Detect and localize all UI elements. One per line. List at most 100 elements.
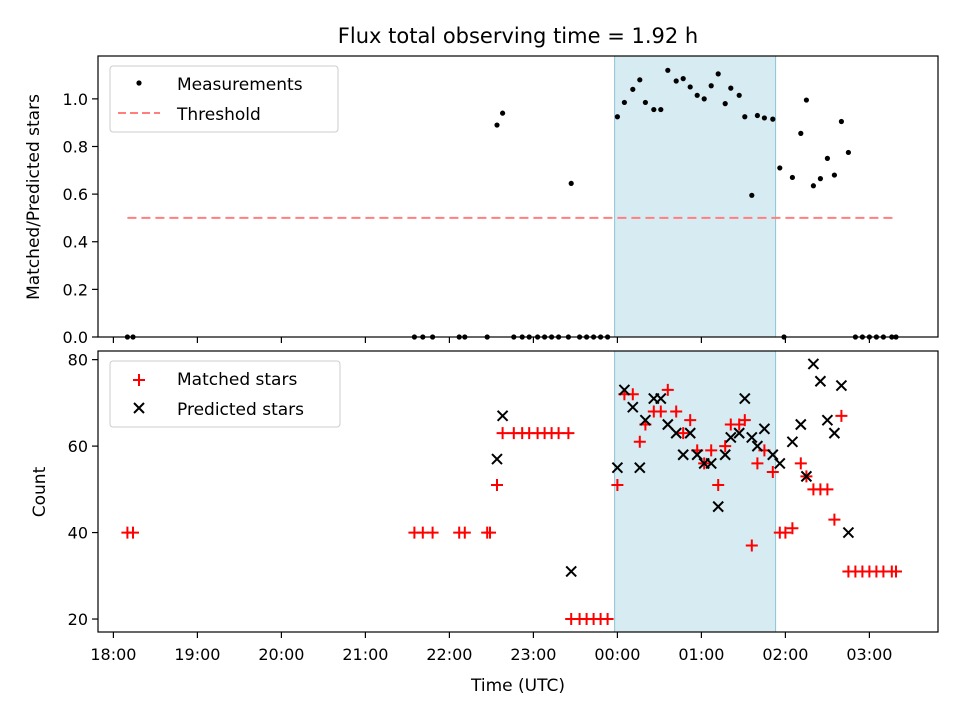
ratio-y-tick-label: 0.4: [63, 233, 88, 252]
predicted-star-point: [565, 565, 577, 578]
measurement-point: [701, 96, 707, 102]
matched-star-point: [458, 526, 471, 539]
ratio-panel-frame: [97, 55, 939, 338]
measurement-point: [777, 165, 783, 171]
predicted-star-point: [691, 449, 703, 461]
predicted-star-point: [733, 427, 745, 439]
measurement-point: [803, 97, 810, 103]
measurement-point: [665, 67, 671, 73]
matched-star-point: [738, 414, 751, 427]
matched-star-point: [654, 405, 667, 418]
measurement-point: [831, 172, 838, 178]
predicted-star-point: [751, 440, 764, 452]
measurement-point: [736, 92, 742, 98]
matched-star-point: [835, 409, 848, 422]
count-y-tick-label: 60: [68, 437, 88, 456]
measurement-point: [715, 71, 721, 77]
matched-star-point: [794, 457, 807, 470]
legend-measurements-marker: [136, 80, 142, 86]
measurement-point: [642, 99, 649, 106]
x-tick-label: 23:00: [510, 645, 556, 664]
predicted-star-point: [712, 500, 724, 513]
matched-star-point: [670, 405, 683, 418]
matched-star-point: [890, 565, 902, 578]
matched-star-point: [633, 435, 646, 448]
predicted-star-point: [814, 375, 827, 387]
matched-star-point: [779, 526, 792, 539]
measurement-point: [789, 174, 796, 181]
matched-star-point: [426, 526, 439, 539]
matched-star-point: [719, 440, 732, 453]
predicted-star-point: [491, 453, 503, 465]
x-tick-label: 01:00: [678, 645, 724, 664]
predicted-star-point: [842, 526, 855, 539]
predicted-star-point: [662, 418, 674, 431]
measurement-point: [637, 77, 643, 83]
measurement-point: [754, 112, 761, 119]
matched-star-point: [821, 483, 834, 496]
matched-star-point: [661, 383, 674, 396]
measurement-point: [494, 122, 500, 128]
matched-star-point: [611, 479, 624, 492]
count-y-tick-label: 40: [68, 524, 88, 543]
count-panel-frame: [97, 350, 939, 633]
predicted-star-point: [627, 401, 639, 413]
predicted-star-point: [800, 470, 813, 483]
x-tick-label: 18:00: [90, 645, 136, 664]
predicted-star-point: [786, 436, 799, 448]
measurement-point: [824, 155, 831, 161]
matched-star-point: [677, 427, 690, 440]
ratio-observing-window-shade: [614, 56, 776, 337]
x-tick-label: 21:00: [342, 645, 388, 664]
x-axis-label: Time (UTC): [470, 676, 565, 696]
predicted-star-point: [670, 427, 682, 439]
predicted-star-point: [634, 462, 646, 474]
predicted-star-point: [835, 379, 848, 392]
measurement-point: [761, 115, 768, 121]
predicted-star-point: [795, 418, 807, 431]
x-tick-label: 00:00: [594, 645, 640, 664]
x-tick-label: 03:00: [846, 645, 892, 664]
matched-star-point: [712, 479, 725, 492]
legend-predicted-label: Predicted stars: [177, 400, 304, 420]
matched-star-point: [786, 522, 799, 535]
legend-matched-marker: [133, 374, 145, 386]
predicted-star-point: [618, 384, 631, 396]
ratio-legend: Measurements Threshold: [109, 65, 339, 133]
ratio-panel: 0.0 0.2 0.4 0.6 0.8 1.0 Matched/Predicted sta…: [24, 55, 939, 347]
measurement-point: [845, 149, 852, 156]
measurement-point: [838, 118, 845, 125]
predicted-star-point: [739, 392, 751, 405]
matched-star-point: [127, 526, 139, 539]
measurement-point: [798, 130, 804, 136]
measurement-point: [770, 116, 776, 122]
x-tick-label: 22:00: [426, 645, 472, 664]
count-observing-window-shade: [614, 351, 776, 632]
predicted-star-point: [639, 414, 652, 426]
measurement-point: [749, 192, 755, 198]
ratio-y-tick-label: 0.0: [63, 328, 88, 347]
measurement-point: [621, 99, 628, 106]
matched-star-point: [601, 613, 614, 626]
ratio-y-tick-label: 0.6: [63, 185, 88, 204]
predicted-star-point: [725, 431, 737, 444]
count-legend-box: [109, 360, 341, 428]
predicted-star-point: [496, 410, 509, 422]
legend-predicted-marker: [133, 402, 145, 414]
predicted-star-point: [611, 462, 624, 474]
measurement-point: [742, 114, 748, 120]
ratio-y-tick-label: 0.2: [63, 280, 88, 299]
count-y-tick-label: 20: [68, 610, 88, 629]
predicted-star-point: [655, 392, 667, 405]
ratio-legend-box: [109, 65, 339, 133]
x-tick-label: 20:00: [258, 645, 304, 664]
measurement-point: [630, 86, 636, 92]
measurement-point: [687, 84, 693, 90]
ratio-y-tick-label: 1.0: [63, 90, 88, 109]
matched-star-point: [484, 526, 496, 539]
predicted-star-point: [774, 457, 786, 470]
measurement-point: [722, 101, 728, 107]
measurement-point: [651, 106, 657, 113]
predicted-star-point: [821, 414, 834, 426]
